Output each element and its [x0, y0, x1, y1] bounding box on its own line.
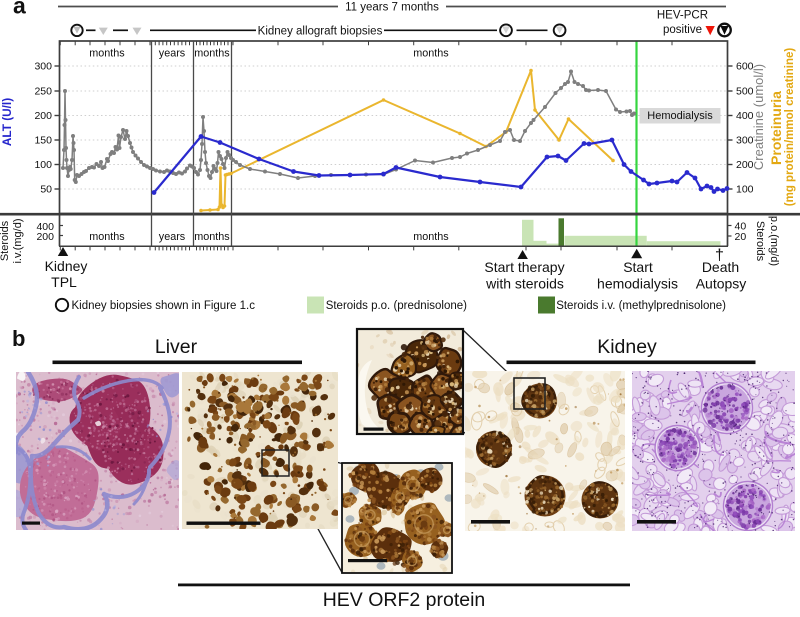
svg-text:months: months [89, 231, 125, 243]
svg-text:50: 50 [40, 184, 52, 196]
svg-text:200: 200 [736, 159, 754, 171]
svg-text:40: 40 [735, 221, 747, 233]
svg-text:(mg protein/mmol creatinine): (mg protein/mmol creatinine) [784, 48, 796, 207]
svg-text:months: months [194, 231, 230, 243]
svg-text:Liver: Liver [155, 336, 198, 358]
svg-text:hemodialysis: hemodialysis [597, 276, 678, 292]
svg-text:Steroids: Steroids [754, 221, 766, 262]
svg-text:positive: positive [663, 24, 702, 36]
svg-text:100: 100 [736, 184, 754, 196]
svg-text:years: years [159, 48, 186, 60]
svg-text:11 years 7 months: 11 years 7 months [345, 2, 439, 14]
svg-text:TPL: TPL [51, 274, 77, 290]
svg-text:Steroids p.o. (prednisolone): Steroids p.o. (prednisolone) [326, 300, 467, 312]
svg-text:ALT (U/l): ALT (U/l) [0, 98, 14, 146]
svg-text:Kidney: Kidney [45, 258, 88, 274]
svg-text:Start: Start [623, 259, 653, 275]
svg-text:b: b [12, 326, 25, 351]
svg-text:years: years [159, 231, 186, 243]
svg-text:Kidney: Kidney [597, 336, 657, 358]
svg-text:100: 100 [34, 159, 52, 171]
svg-text:20: 20 [735, 231, 747, 243]
svg-text:months: months [89, 48, 125, 60]
svg-text:Start therapy: Start therapy [484, 259, 564, 275]
svg-text:200: 200 [34, 110, 52, 122]
svg-text:†: † [715, 247, 724, 264]
svg-text:months: months [413, 48, 449, 60]
svg-text:400: 400 [36, 221, 54, 233]
svg-text:600: 600 [736, 61, 754, 73]
svg-text:months: months [194, 48, 230, 60]
svg-text:with steroids: with steroids [485, 276, 564, 292]
svg-text:Autopsy: Autopsy [696, 276, 747, 292]
svg-text:months: months [413, 231, 449, 243]
svg-text:Proteinuria: Proteinuria [768, 91, 784, 165]
svg-text:250: 250 [34, 86, 52, 98]
svg-text:a: a [13, 0, 26, 19]
svg-text:p.o.(mg/d): p.o.(mg/d) [768, 216, 780, 266]
svg-text:Creatinine (umol/l): Creatinine (umol/l) [751, 64, 766, 170]
svg-text:Kidney biopsies shown in Figur: Kidney biopsies shown in Figure 1.c [72, 300, 256, 312]
svg-text:150: 150 [34, 135, 52, 147]
svg-text:Hemodialysis: Hemodialysis [647, 110, 713, 122]
svg-text:300: 300 [34, 61, 52, 73]
svg-text:500: 500 [736, 86, 754, 98]
svg-text:i.v.(mg/d): i.v.(mg/d) [12, 218, 24, 263]
svg-text:200: 200 [36, 231, 54, 243]
svg-text:Kidney allograft biopsies: Kidney allograft biopsies [258, 25, 383, 37]
svg-text:Death: Death [702, 259, 739, 275]
svg-text:Steroids i.v. (methylprednisol: Steroids i.v. (methylprednisolone) [556, 300, 726, 312]
svg-text:400: 400 [736, 110, 754, 122]
svg-text:HEV-PCR: HEV-PCR [657, 10, 708, 22]
svg-text:Steroids: Steroids [0, 220, 11, 261]
svg-text:300: 300 [736, 135, 754, 147]
svg-text:HEV ORF2 protein: HEV ORF2 protein [323, 589, 486, 611]
